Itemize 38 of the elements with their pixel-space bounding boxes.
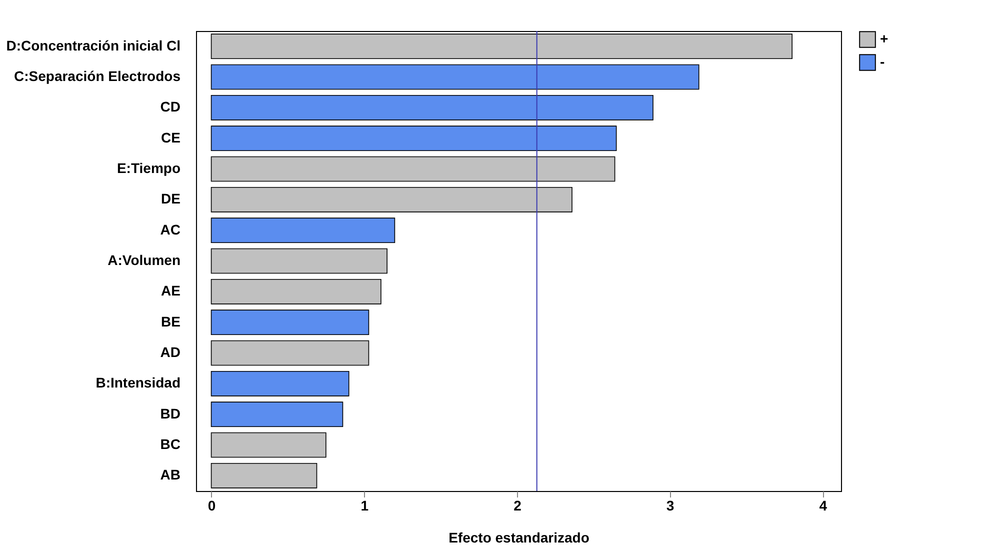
y-tick-label: AE: [161, 282, 180, 299]
bar: [210, 126, 617, 151]
y-tick-label: AB: [160, 466, 180, 483]
bar: [210, 340, 370, 366]
x-tick-label: 4: [819, 498, 828, 514]
bar: [210, 34, 792, 59]
bar: [210, 248, 388, 274]
legend-label: -: [880, 54, 885, 70]
y-tick-label: A:Volumen: [108, 252, 180, 268]
y-tick-label: E:Tiempo: [116, 160, 180, 176]
legend-label: +: [880, 30, 888, 46]
bar: [210, 463, 318, 488]
y-tick-label: BD: [160, 405, 180, 422]
bar: [210, 187, 572, 212]
x-tick-label: 3: [666, 498, 674, 514]
y-tick-label: C:Separación Electrodos: [14, 68, 181, 84]
x-axis-title: Efecto estandarizado: [448, 530, 590, 546]
bar: [210, 432, 326, 458]
bar: [210, 279, 382, 304]
bar: [210, 371, 350, 396]
y-tick-label: DE: [161, 190, 180, 207]
x-tick-label: 1: [360, 498, 369, 514]
y-tick-label: BE: [161, 313, 180, 330]
y-tick-label: CD: [160, 98, 180, 115]
bar: [210, 310, 370, 335]
y-tick-label: AD: [160, 344, 180, 360]
bar: [210, 64, 700, 90]
y-tick-label: BC: [160, 436, 180, 452]
y-tick-label: CE: [161, 129, 180, 146]
bar: [210, 156, 616, 182]
y-tick-label: D:Concentración inicial Cl: [6, 37, 180, 54]
bar: [210, 95, 654, 120]
x-tick-label: 0: [208, 498, 216, 514]
y-tick-label: B:Intensidad: [96, 374, 180, 391]
y-tick-label: AC: [160, 221, 180, 238]
x-tick-label: 2: [514, 498, 522, 514]
bar: [210, 402, 344, 427]
bar: [210, 218, 396, 243]
